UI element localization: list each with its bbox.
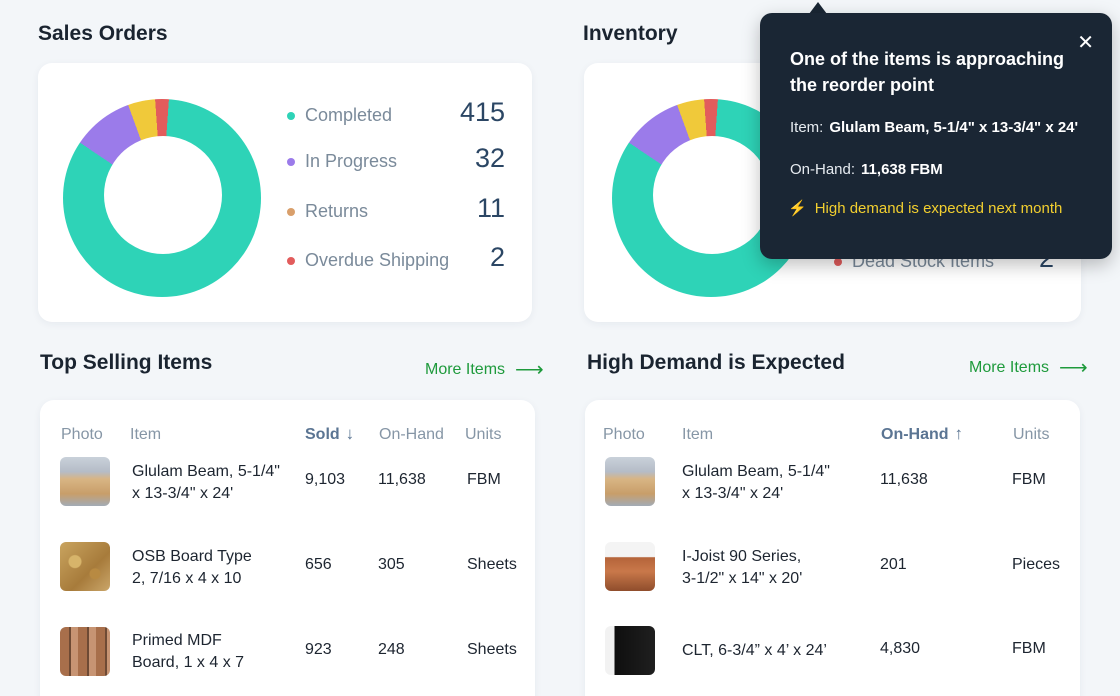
table-row-item[interactable]: Primed MDF Board, 1 x 4 x 7 bbox=[132, 630, 244, 674]
tooltip-item-value: Glulam Beam, 5-1/4" x 13-3/4" x 24' bbox=[829, 119, 1079, 136]
onhand-value: 201 bbox=[880, 556, 907, 573]
item-name-line: I-Joist 90 Series, bbox=[682, 548, 802, 565]
high-demand-title: High Demand is Expected bbox=[587, 351, 845, 374]
product-photo-osb-board bbox=[60, 542, 110, 591]
item-name-line: Glulam Beam, 5-1/4" bbox=[682, 463, 830, 480]
onhand-value: 305 bbox=[378, 556, 405, 573]
sold-value: 923 bbox=[305, 641, 332, 658]
onhand-value: 4,830 bbox=[880, 640, 921, 657]
arrow-right-icon: ⟶ bbox=[515, 359, 544, 381]
donut-hole bbox=[104, 136, 222, 254]
tooltip-onhand-label: On-Hand: bbox=[790, 161, 856, 178]
top-selling-title: Top Selling Items bbox=[40, 351, 213, 374]
tooltip-warning: ⚡ High demand is expected next month bbox=[788, 199, 1062, 217]
col-header-sold-label: Sold bbox=[305, 426, 340, 443]
table-row-item[interactable]: I-Joist 90 Series, 3-1/2" x 14" x 20' bbox=[682, 546, 802, 590]
high-demand-table-card: Photo Item On-Hand ↑ Units Glulam Beam, 5… bbox=[585, 400, 1080, 696]
more-items-label: More Items bbox=[425, 361, 506, 378]
product-photo-glulam-beam bbox=[605, 457, 655, 506]
legend-value: 11 bbox=[476, 193, 505, 223]
col-header-units: Units bbox=[465, 426, 502, 443]
legend-item-in-progress: In Progress 32 bbox=[287, 143, 507, 175]
sort-descending-icon: ↓ bbox=[345, 424, 355, 443]
sales-orders-title: Sales Orders bbox=[38, 22, 168, 45]
returns-dot bbox=[287, 208, 295, 216]
tooltip-item-row: Item: Glulam Beam, 5-1/4" x 13-3/4" x 24' bbox=[790, 119, 1078, 136]
dead-stock-dot bbox=[834, 258, 842, 266]
legend-value: 415 bbox=[459, 97, 505, 127]
inventory-title: Inventory bbox=[583, 22, 678, 45]
units-value: FBM bbox=[1012, 471, 1046, 488]
tooltip-caret bbox=[809, 2, 827, 14]
completed-dot bbox=[287, 112, 295, 120]
lightning-icon: ⚡ bbox=[788, 200, 807, 217]
tooltip-title: One of the items is approaching the reor… bbox=[790, 49, 1065, 95]
table-row-item[interactable]: CLT, 6-3/4” x 4’ x 24’ bbox=[682, 640, 827, 662]
units-value: Pieces bbox=[1012, 556, 1061, 573]
legend-label: Overdue Shipping bbox=[305, 250, 450, 270]
item-name-line: Board, 1 x 4 x 7 bbox=[132, 654, 245, 671]
sold-value: 656 bbox=[305, 556, 332, 573]
col-header-sold[interactable]: Sold ↓ bbox=[305, 424, 354, 444]
sales-orders-donut-chart bbox=[63, 99, 261, 297]
table-row-item[interactable]: Glulam Beam, 5-1/4" x 13-3/4" x 24' bbox=[682, 461, 830, 505]
tooltip-onhand-value: 11,638 FBM bbox=[861, 161, 943, 178]
product-photo-mdf-board bbox=[60, 627, 110, 676]
legend-value: 32 bbox=[474, 143, 505, 173]
reorder-alert-tooltip: One of the items is approaching the reor… bbox=[760, 13, 1112, 259]
item-name-line: x 13-3/4" x 24' bbox=[682, 485, 784, 502]
arrow-right-icon: ⟶ bbox=[1059, 357, 1088, 379]
item-name-line: 3-1/2" x 14" x 20' bbox=[682, 570, 803, 587]
item-name-line: 2, 7/16 x 4 x 10 bbox=[132, 570, 242, 587]
legend-item-completed: Completed 415 bbox=[287, 97, 507, 129]
sort-ascending-icon: ↑ bbox=[954, 424, 964, 443]
table-row-item[interactable]: Glulam Beam, 5-1/4" x 13-3/4" x 24' bbox=[132, 461, 280, 505]
units-value: FBM bbox=[467, 471, 501, 488]
tooltip-item-label: Item: bbox=[790, 119, 824, 136]
legend-label: Completed bbox=[305, 105, 393, 125]
table-row-item[interactable]: OSB Board Type 2, 7/16 x 4 x 10 bbox=[132, 546, 252, 590]
product-photo-glulam-beam bbox=[60, 457, 110, 506]
onhand-value: 11,638 bbox=[378, 471, 426, 488]
onhand-value: 11,638 bbox=[880, 471, 928, 488]
col-header-item: Item bbox=[682, 426, 714, 443]
col-header-onhand-label: On-Hand bbox=[881, 426, 949, 443]
col-header-units: Units bbox=[1013, 426, 1050, 443]
donut-hole bbox=[653, 136, 771, 254]
sold-value: 9,103 bbox=[305, 471, 346, 488]
item-name-line: Primed MDF bbox=[132, 632, 222, 649]
top-selling-table-card: Photo Item Sold ↓ On-Hand Units Glulam Be… bbox=[40, 400, 535, 696]
legend-item-overdue-shipping: Overdue Shipping 2 bbox=[287, 242, 507, 274]
col-header-item: Item bbox=[130, 426, 162, 443]
item-name-line: CLT, 6-3/4” x 4’ x 24’ bbox=[682, 642, 827, 659]
units-value: Sheets bbox=[467, 556, 517, 573]
item-name-line: OSB Board Type bbox=[132, 548, 252, 565]
legend-label: Returns bbox=[305, 201, 369, 221]
high-demand-more-items-link[interactable]: More Items ⟶ bbox=[969, 355, 1088, 380]
more-items-label: More Items bbox=[969, 359, 1050, 376]
legend-label: In Progress bbox=[305, 151, 398, 171]
product-photo-clt bbox=[605, 626, 655, 675]
col-header-photo: Photo bbox=[603, 426, 645, 443]
tooltip-onhand-row: On-Hand: 11,638 FBM bbox=[790, 161, 943, 178]
units-value: FBM bbox=[1012, 640, 1046, 657]
close-icon[interactable]: ✕ bbox=[1077, 32, 1094, 54]
overdue-dot bbox=[287, 257, 295, 265]
inventory-donut-chart bbox=[612, 99, 810, 297]
units-value: Sheets bbox=[467, 641, 517, 658]
product-photo-i-joist bbox=[605, 542, 655, 591]
col-header-onhand[interactable]: On-Hand ↑ bbox=[881, 424, 963, 444]
col-header-onhand: On-Hand bbox=[379, 426, 444, 443]
sales-orders-card: Completed 415 In Progress 32 Returns 11 … bbox=[38, 63, 532, 322]
legend-item-returns: Returns 11 bbox=[287, 193, 507, 225]
col-header-photo: Photo bbox=[61, 426, 103, 443]
item-name-line: Glulam Beam, 5-1/4" bbox=[132, 463, 280, 480]
in-progress-dot bbox=[287, 158, 295, 166]
top-selling-more-items-link[interactable]: More Items ⟶ bbox=[425, 357, 544, 382]
onhand-value: 248 bbox=[378, 641, 405, 658]
legend-value: 2 bbox=[489, 242, 505, 272]
item-name-line: x 13-3/4" x 24' bbox=[132, 485, 234, 502]
tooltip-warning-text: High demand is expected next month bbox=[814, 200, 1063, 217]
